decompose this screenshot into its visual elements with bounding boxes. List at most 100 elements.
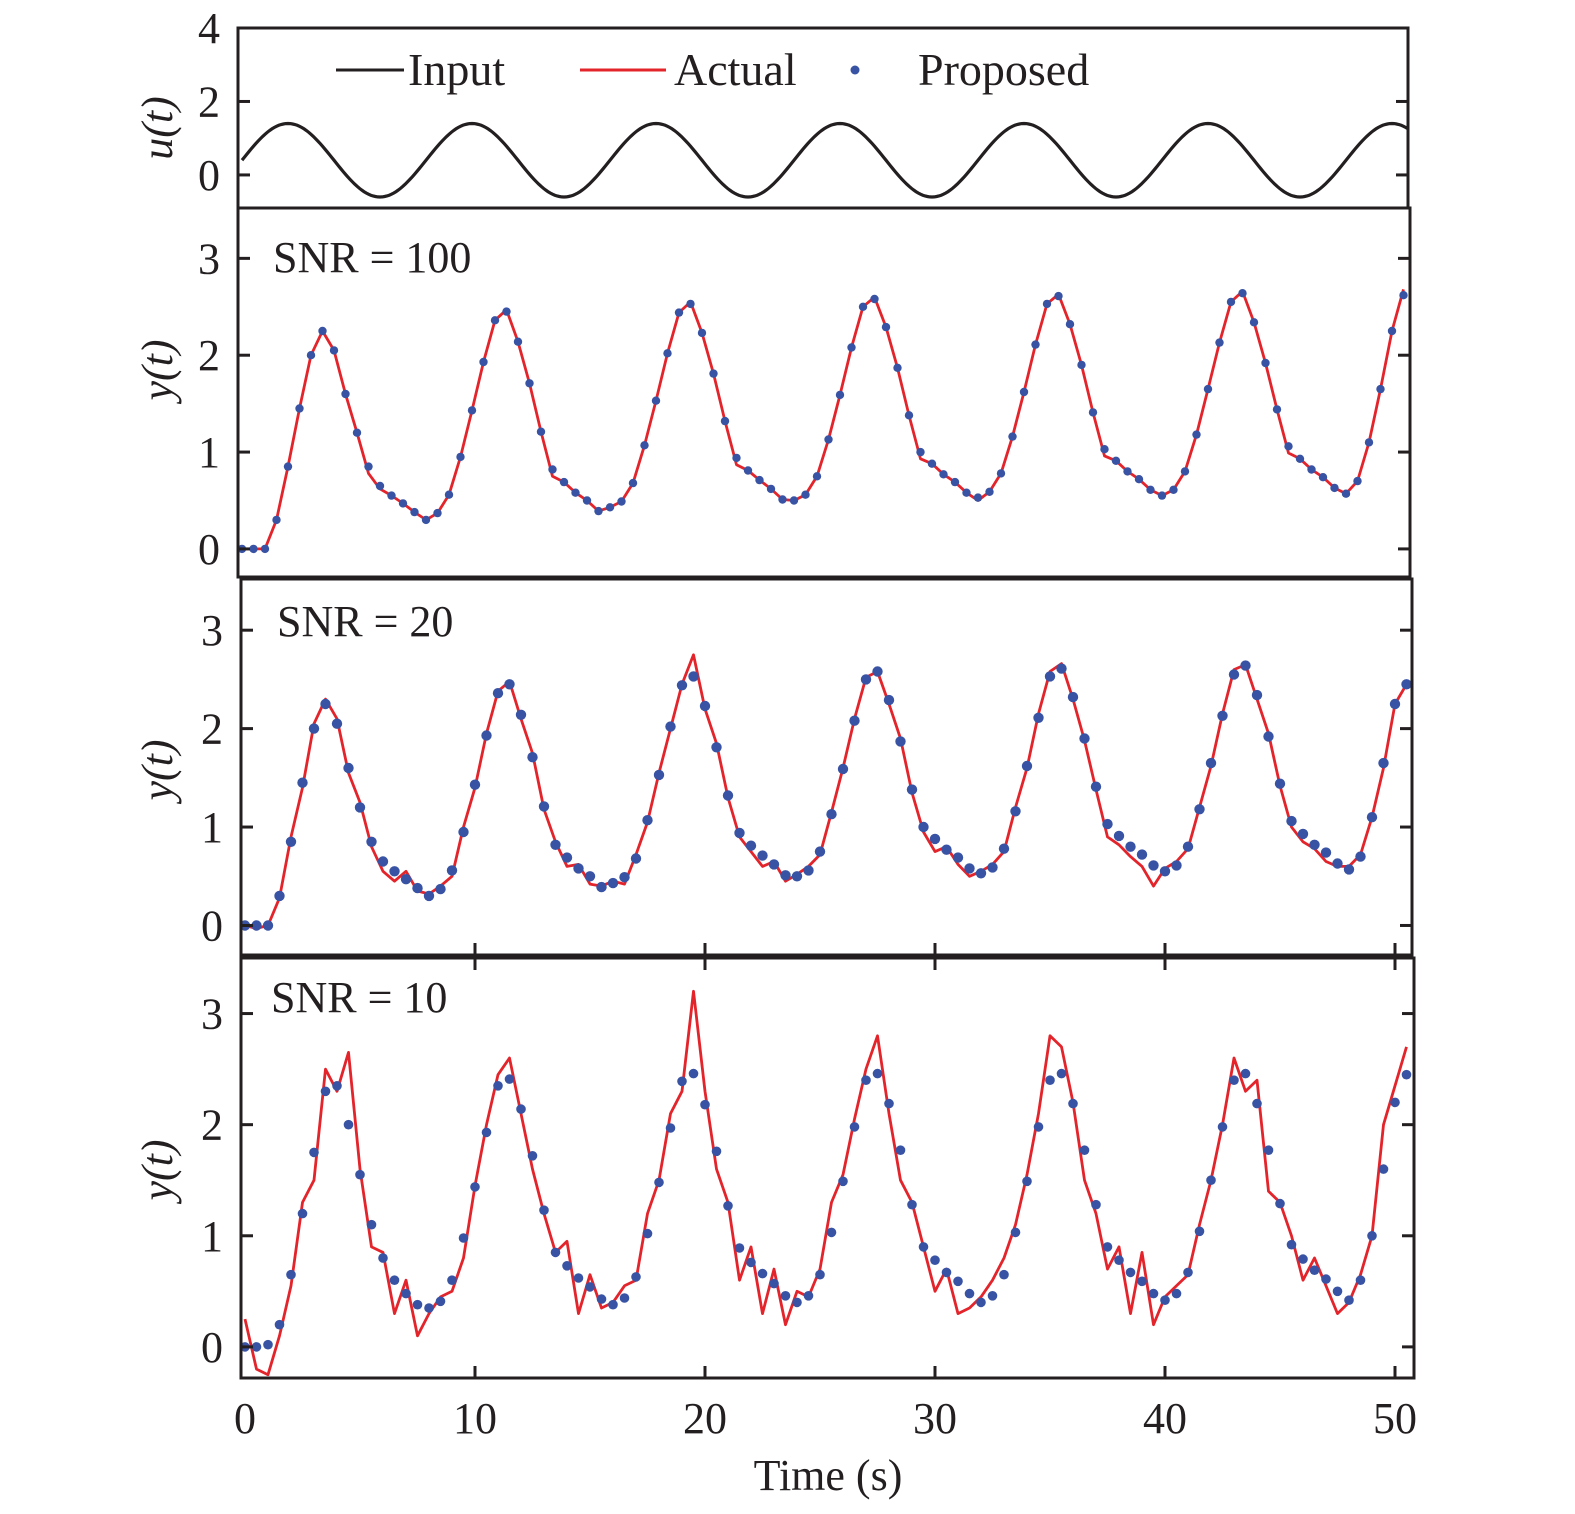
proposed-point: [435, 1296, 446, 1307]
proposed-point: [283, 462, 293, 471]
proposed-point: [378, 1253, 388, 1263]
proposed-point: [1111, 456, 1121, 465]
proposed-point: [824, 435, 833, 444]
proposed-point: [366, 836, 377, 847]
y-tick-label: 1: [201, 803, 223, 852]
proposed-point: [1169, 485, 1178, 494]
proposed-point: [1320, 847, 1332, 858]
proposed-point: [387, 491, 396, 500]
proposed-point: [1194, 1226, 1205, 1237]
proposed-point: [987, 862, 998, 873]
proposed-point: [412, 882, 423, 894]
proposed-point: [1297, 828, 1309, 840]
proposed-point: [1042, 299, 1052, 309]
proposed-point: [341, 389, 350, 399]
proposed-point: [1332, 858, 1343, 869]
proposed-point: [573, 1273, 584, 1283]
proposed-point: [504, 1074, 515, 1084]
proposed-point: [423, 890, 435, 902]
proposed-point: [562, 1261, 572, 1271]
proposed-point: [1215, 338, 1224, 347]
proposed-point: [1353, 476, 1362, 486]
proposed-point: [720, 416, 730, 426]
proposed-point: [260, 544, 270, 554]
proposed-point: [1102, 818, 1113, 830]
y-tick-label: 3: [201, 990, 223, 1039]
y-tick-label: 3: [198, 234, 220, 283]
proposed-point: [904, 411, 914, 420]
proposed-point: [559, 477, 569, 487]
legend-actual-label: Actual: [674, 44, 797, 95]
proposed-point: [1263, 1145, 1274, 1155]
proposed-point: [1228, 669, 1240, 680]
proposed-point: [263, 1339, 273, 1350]
proposed-point: [1275, 1198, 1285, 1209]
proposed-point: [927, 459, 937, 468]
panel-snr20: 0 1 2 3 y(t) SNR = 20: [133, 577, 1414, 957]
proposed-point: [1298, 1254, 1308, 1264]
legend: Input Actual Proposed: [336, 44, 1089, 95]
proposed-point: [907, 1199, 917, 1210]
proposed-point: [1263, 731, 1274, 742]
proposed-point: [469, 779, 481, 790]
plot-area-snr100: [238, 289, 1408, 554]
proposed-point: [791, 871, 803, 882]
proposed-point: [1182, 841, 1194, 852]
plot-area-snr10: [241, 989, 1412, 1377]
proposed-point: [479, 357, 488, 367]
proposed-point: [1148, 1288, 1159, 1299]
proposed-point: [872, 1068, 883, 1079]
proposed-point: [1318, 473, 1328, 482]
proposed-point: [630, 853, 642, 864]
proposed-point: [320, 1086, 331, 1097]
proposed-point: [343, 1119, 354, 1130]
x-tick-label: 20: [683, 1394, 727, 1443]
proposed-point: [389, 1275, 400, 1285]
proposed-point: [916, 447, 925, 457]
proposed-point: [1136, 849, 1148, 860]
panel-snr10: 0 1 2 3 y(t) SNR = 10 0 10 20 30 40 50: [133, 956, 1417, 1443]
proposed-point: [596, 1294, 607, 1304]
proposed-point: [769, 1278, 779, 1289]
proposed-point: [1056, 1068, 1067, 1079]
proposed-point: [619, 1293, 630, 1303]
proposed-point: [962, 488, 971, 497]
proposed-point: [918, 821, 929, 833]
proposed-point: [746, 1257, 756, 1268]
proposed-point: [987, 1291, 998, 1301]
proposed-point: [504, 679, 515, 690]
proposed-point: [619, 872, 630, 883]
proposed-point: [1355, 1275, 1366, 1285]
proposed-point: [1378, 1164, 1389, 1174]
proposed-point: [1065, 320, 1075, 329]
proposed-point: [964, 863, 975, 874]
proposed-point: [1160, 1295, 1170, 1305]
proposed-point: [814, 846, 826, 857]
x-tick-label: 50: [1373, 1394, 1417, 1443]
proposed-point: [1033, 1122, 1044, 1132]
proposed-point: [1044, 671, 1056, 682]
proposed-point: [1401, 679, 1412, 690]
proposed-point: [872, 666, 883, 677]
proposed-point: [1332, 1286, 1343, 1297]
series-proposed-points: [241, 1068, 1412, 1352]
proposed-point: [1378, 757, 1389, 769]
proposed-point: [1284, 442, 1293, 451]
x-axis-label: Time (s): [754, 1451, 903, 1500]
proposed-point: [1344, 1295, 1354, 1305]
proposed-point: [1401, 1069, 1412, 1080]
proposed-point: [355, 1169, 365, 1180]
y-tick-label: 2: [201, 705, 223, 754]
proposed-point: [792, 1297, 802, 1308]
proposed-point: [1376, 384, 1385, 394]
proposed-point: [734, 1243, 745, 1253]
proposed-point: [1192, 430, 1201, 439]
proposed-point: [1252, 1098, 1262, 1109]
proposed-point: [722, 790, 734, 801]
proposed-point: [906, 784, 918, 795]
proposed-point: [755, 475, 764, 485]
proposed-point: [812, 472, 822, 481]
proposed-point: [941, 844, 952, 855]
proposed-point: [640, 441, 649, 450]
proposed-point: [1330, 483, 1339, 493]
